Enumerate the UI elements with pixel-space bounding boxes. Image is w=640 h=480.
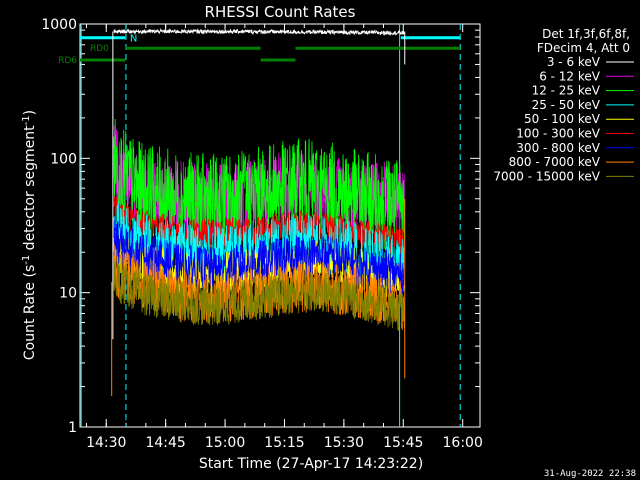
- x-tick-label: 14:45: [145, 435, 185, 451]
- legend-item-label: 6 - 12 keV: [539, 69, 601, 83]
- legend-item-label: 25 - 50 keV: [532, 98, 601, 112]
- status-bar-label: RD6: [58, 56, 77, 66]
- data-series: [111, 27, 406, 397]
- axis-ticks: 14:30 14:45 15:00 15:15 15:30 15:45 16:00 1 10 10…: [41, 17, 483, 451]
- legend-item-label: 100 - 300 keV: [516, 127, 600, 141]
- legend-item-label: 800 - 7000 keV: [509, 155, 601, 169]
- series-line-7000_15000keV: [113, 258, 405, 332]
- y-tick-label: 1000: [41, 17, 77, 33]
- x-tick-label: 15:30: [324, 435, 364, 451]
- series-line-3_6keV: [113, 27, 405, 36]
- x-tick-label: 14:30: [86, 435, 126, 451]
- y-axis-label: Count Rate (s-1 detector segment-1): [21, 110, 38, 360]
- x-tick-label: 15:00: [205, 435, 245, 451]
- y-tick-label: 10: [59, 286, 77, 302]
- y-tick-label: 1: [68, 420, 77, 436]
- chart-title: RHESSI Count Rates: [205, 3, 356, 21]
- series-line-25_50keV: [113, 201, 405, 295]
- legend-item-label: 50 - 100 keV: [524, 112, 601, 126]
- status-marker-label: N: [130, 33, 137, 44]
- x-tick-label: 15:45: [383, 435, 423, 451]
- status-bars: RD0 RD6 N: [58, 33, 461, 66]
- date-stamp: 31-Aug-2022 22:38: [544, 469, 636, 479]
- x-tick-label: 15:15: [264, 435, 304, 451]
- legend-header-line: FDecim 4, Att 0: [537, 41, 630, 55]
- legend-item-label: 12 - 25 keV: [532, 84, 601, 98]
- legend: Det 1f,3f,6f,8f,FDecim 4, Att 03 - 6 keV…: [493, 27, 634, 183]
- legend-item-label: 300 - 800 keV: [516, 141, 600, 155]
- y-tick-label: 100: [50, 151, 77, 167]
- plot-frame: [79, 23, 481, 428]
- legend-item-label: 7000 - 15000 keV: [493, 169, 600, 183]
- x-tick-label: 16:00: [443, 435, 483, 451]
- status-bar-label: RD0: [90, 44, 109, 54]
- series-line-12_25keV: [113, 118, 405, 250]
- x-axis-label: Start Time (27-Apr-17 14:23:22): [199, 456, 423, 472]
- legend-header-line: Det 1f,3f,6f,8f,: [542, 27, 630, 41]
- legend-item-label: 3 - 6 keV: [547, 55, 601, 69]
